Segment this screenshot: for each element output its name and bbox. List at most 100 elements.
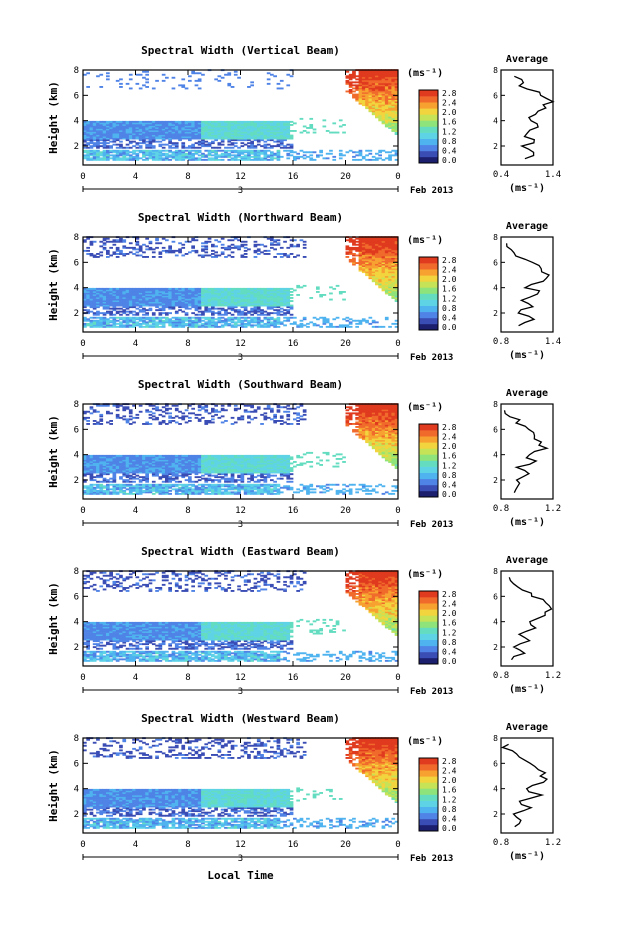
heatmap-cell [204,287,209,290]
heatmap-cell [207,133,212,135]
heatmap-cell [260,309,264,312]
heatmap-cell [181,291,186,293]
heatmap-cell [135,313,140,316]
heatmap-cell [240,300,245,302]
heatmap-cell [381,116,386,119]
heatmap-cell [253,297,258,299]
heatmap-cell [168,142,172,145]
heatmap-cell [83,289,87,292]
heatmap-cell [227,128,232,131]
heatmap-cell [361,248,366,251]
heatmap-cell [86,459,90,462]
heatmap-cell [151,454,156,457]
heatmap-cell [128,122,133,125]
heatmap-cell [371,274,376,277]
heatmap-cell [109,127,113,129]
heatmap-cell [96,142,100,145]
heatmap-cell [109,300,113,302]
heatmap-cell [378,246,382,249]
heatmap-cell [378,286,382,289]
heatmap-cell [230,294,235,296]
heatmap-cell [145,480,149,483]
heatmap-cell [112,485,117,488]
heatmap-cell [168,295,172,298]
heatmap-cell [115,468,120,471]
heatmap-cell [109,316,113,319]
heatmap-cell [99,322,104,325]
heatmap-cell [201,120,205,123]
heatmap-cell [148,128,153,131]
heatmap-cell [375,99,379,102]
heatmap-cell [279,321,284,324]
heatmap-cell [207,297,212,299]
heatmap-cell [207,145,212,148]
heatmap-cell [109,145,113,148]
heatmap-cell [151,483,156,486]
heatmap-cell [276,318,281,321]
heatmap-cell [342,131,346,134]
heatmap-cell [384,90,389,93]
heatmap-cell [148,304,153,307]
heatmap-cell [348,92,353,94]
heatmap-cell [214,325,218,328]
heatmap-cell [270,157,274,160]
heatmap-cell [125,467,130,469]
heatmap-cell [391,249,396,252]
heatmap-cell [201,152,205,155]
heatmap-cell [148,294,153,296]
average-x-tick-label: 1.4 [545,337,561,347]
heatmap-cell [115,312,120,315]
heatmap-cell [220,294,225,296]
heatmap-cell [197,151,202,154]
heatmap-cell [201,139,205,142]
heatmap-cell [102,157,107,160]
heatmap-cell [142,256,146,258]
heatmap-cell [266,318,271,321]
heatmap-cell [178,124,182,126]
heatmap-cell [99,125,104,128]
heatmap-cell [355,75,359,78]
heatmap-cell [358,321,363,324]
heatmap-cell [106,75,110,78]
heatmap-cell [388,79,392,82]
heatmap-cell [168,421,172,424]
heatmap-cell [135,298,140,301]
heatmap-cell [92,468,97,471]
average-frame [500,69,554,166]
panel-2: Spectral Width (Northward Beam)8642Heigh… [47,211,561,363]
heatmap-cell [368,84,373,87]
heatmap-cell [391,256,396,258]
heatmap-cell [220,125,225,128]
heatmap-cell [115,465,120,468]
heatmap-cell [253,245,258,248]
heatmap-cell [394,110,399,113]
heatmap-cell [293,158,297,161]
heatmap-cell [204,131,209,134]
heatmap-cell [391,257,396,260]
heatmap-cell [391,240,396,243]
heatmap-cell [220,139,225,142]
heatmap-cell [96,127,100,129]
heatmap-cell [240,295,245,298]
heatmap-cell [237,321,241,324]
heatmap-cell [224,256,228,258]
heatmap-cell [237,151,241,154]
heatmap-cell [155,151,159,154]
heatmap-cell [158,322,163,325]
heatmap-cell [109,122,113,125]
heatmap-cell [109,124,113,126]
heatmap-cell [165,318,169,321]
heatmap-cell [368,274,373,277]
heatmap-cell [368,110,373,113]
heatmap-cell [201,128,205,131]
heatmap-cell [102,298,107,301]
heatmap-cell [197,297,202,299]
heatmap-cell [106,133,110,135]
heatmap-cell [89,412,94,415]
heatmap-cell [161,301,166,304]
heatmap-cell [335,131,340,134]
heatmap-cell [197,128,202,131]
heatmap-cell [138,131,143,134]
heatmap-cell [391,104,396,107]
heatmap-cell [283,294,287,296]
